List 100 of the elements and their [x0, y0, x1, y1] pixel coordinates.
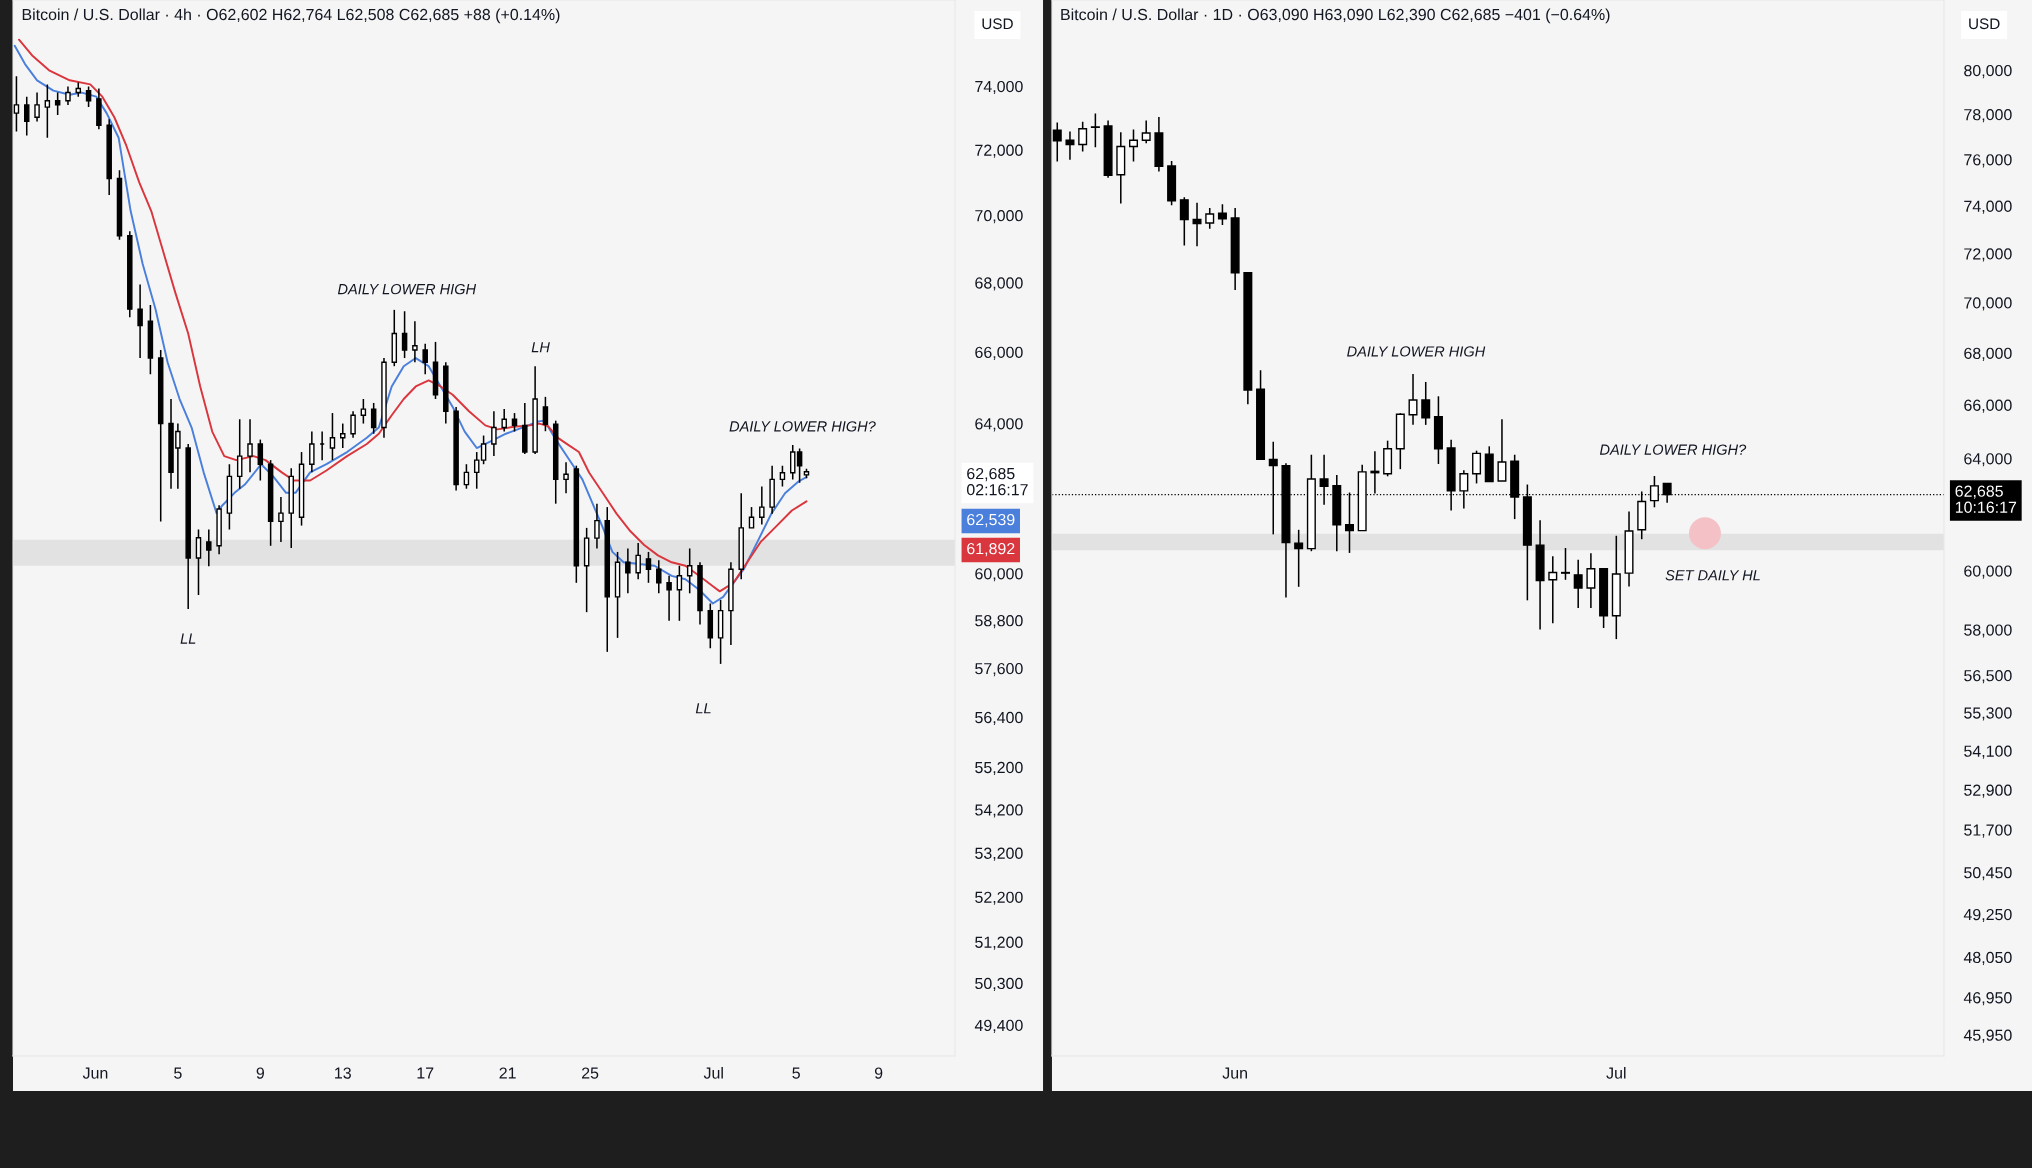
y-tick-label: 72,000 — [1964, 248, 2012, 262]
annotation: LL — [695, 703, 711, 714]
y-tick-label: 46,950 — [1963, 992, 2012, 1006]
candlestick — [645, 551, 652, 584]
y-tick-label: 54,100 — [1964, 745, 2012, 759]
candlestick — [676, 564, 683, 622]
candlestick — [1421, 381, 1431, 426]
x-tick-label: 21 — [499, 1067, 516, 1079]
x-tick-label: 9 — [256, 1067, 265, 1079]
candlestick — [1052, 121, 1062, 163]
y-tick-label: 72,000 — [975, 144, 1023, 158]
candlestick — [23, 95, 30, 137]
candlestick — [278, 496, 284, 543]
candlestick — [1573, 559, 1583, 609]
candlestick — [759, 485, 765, 526]
candlestick — [54, 91, 61, 116]
text: 62,685 02:16:17 — [966, 467, 1028, 496]
y-tick-label: 74,000 — [1964, 200, 2012, 214]
x-tick-label: 17 — [417, 1067, 434, 1079]
candlestick — [1090, 112, 1100, 149]
y-axis-title: USD — [1969, 18, 2000, 30]
y-tick-label: 56,400 — [975, 711, 1023, 726]
candlestick — [789, 444, 796, 481]
candlestick — [625, 547, 631, 595]
candlestick — [13, 75, 20, 133]
candlestick — [1497, 418, 1507, 482]
candlestick — [422, 342, 428, 376]
candlestick — [1294, 529, 1304, 588]
candlestick — [257, 438, 264, 482]
y-tick-label: 68,000 — [975, 277, 1023, 291]
x-tick-label: 5 — [174, 1067, 182, 1079]
y-tick-label: 45,950 — [1963, 1029, 2012, 1043]
annotation: SET DAILY HL — [1665, 570, 1760, 581]
x-tick-label: 13 — [335, 1067, 351, 1079]
y-tick-label: 64,000 — [975, 418, 1023, 432]
candlestick — [1560, 547, 1570, 581]
candlestick — [779, 464, 786, 488]
y-tick-label: 60,000 — [975, 568, 1023, 582]
candlestick — [340, 422, 346, 449]
candlestick — [686, 547, 693, 595]
candlestick — [1078, 120, 1088, 153]
candlestick — [1128, 128, 1139, 163]
y-tick-label: 68,000 — [1964, 347, 2012, 361]
candlestick — [666, 575, 672, 622]
chart-title: Bitcoin / U.S. Dollar · 4h · O62,602 H62,764 L62,508 C62,685 +88 (+0.14%) — [22, 8, 560, 24]
y-tick-label: 52,200 — [975, 891, 1023, 905]
candlestick — [1205, 207, 1215, 230]
annotation: LL — [180, 633, 196, 644]
candlestick — [748, 506, 755, 529]
x-tick-label: Jun — [1222, 1067, 1247, 1079]
candlestick — [370, 402, 377, 435]
candlestick — [491, 410, 497, 457]
candlestick — [1192, 201, 1202, 247]
ref-line-label: 62,685 10:16:17 — [1955, 485, 2017, 513]
candlestick — [247, 418, 253, 474]
candlestick — [1548, 555, 1558, 624]
candlestick — [635, 542, 641, 581]
y-tick-label: 52,900 — [1964, 784, 2012, 798]
x-tick-label: Jun — [82, 1067, 108, 1079]
y-tick-label: 78,000 — [1964, 109, 2012, 123]
y-tick-label: 56,500 — [1964, 669, 2012, 684]
candlestick — [1472, 449, 1482, 485]
x-tick-label: 9 — [874, 1067, 883, 1079]
annotation: DAILY LOWER HIGH — [1347, 346, 1486, 357]
y-tick-label: 53,200 — [975, 847, 1023, 861]
y-tick-label: 51,700 — [1964, 824, 2012, 838]
y-tick-label: 80,000 — [1964, 64, 2012, 79]
candlestick — [206, 528, 212, 567]
y-tick-label: 50,450 — [1964, 867, 2012, 881]
y-tick-label: 48,050 — [1963, 951, 2012, 966]
annotation: DAILY LOWER HIGH — [337, 283, 477, 295]
y-axis-title: USD — [982, 18, 1013, 30]
candlestick — [236, 418, 243, 490]
y-tick-label: 49,400 — [974, 1019, 1023, 1033]
x-tick-label: 25 — [582, 1067, 599, 1079]
annotation: DAILY LOWER HIGH? — [729, 421, 876, 432]
y-tick-label: 58,000 — [1964, 624, 2012, 638]
y-tick-label: 50,300 — [975, 977, 1023, 991]
x-tick-label: Jul — [703, 1066, 723, 1079]
candlestick — [542, 396, 549, 432]
candlestick — [65, 85, 71, 106]
candlestick — [501, 408, 507, 433]
candlestick — [137, 283, 143, 359]
y-tick-label: 51,200 — [975, 936, 1023, 950]
candlestick — [350, 410, 356, 439]
y-tick-label: 55,300 — [1964, 707, 2012, 721]
candlestick — [1065, 130, 1075, 161]
candlestick — [1179, 196, 1189, 247]
y-tick-label: 64,000 — [1964, 453, 2012, 467]
candlestick — [401, 310, 408, 359]
candlestick — [360, 398, 367, 425]
y-tick-label: 66,000 — [975, 346, 1023, 360]
annotation: LH — [531, 342, 550, 353]
candlestick — [195, 528, 202, 596]
y-tick-label: 58,800 — [975, 615, 1023, 629]
x-tick-label: 5 — [792, 1067, 800, 1079]
candlestick — [1586, 552, 1596, 609]
candlestick — [1217, 203, 1227, 226]
candlestick — [34, 91, 40, 123]
candlestick — [473, 451, 480, 490]
